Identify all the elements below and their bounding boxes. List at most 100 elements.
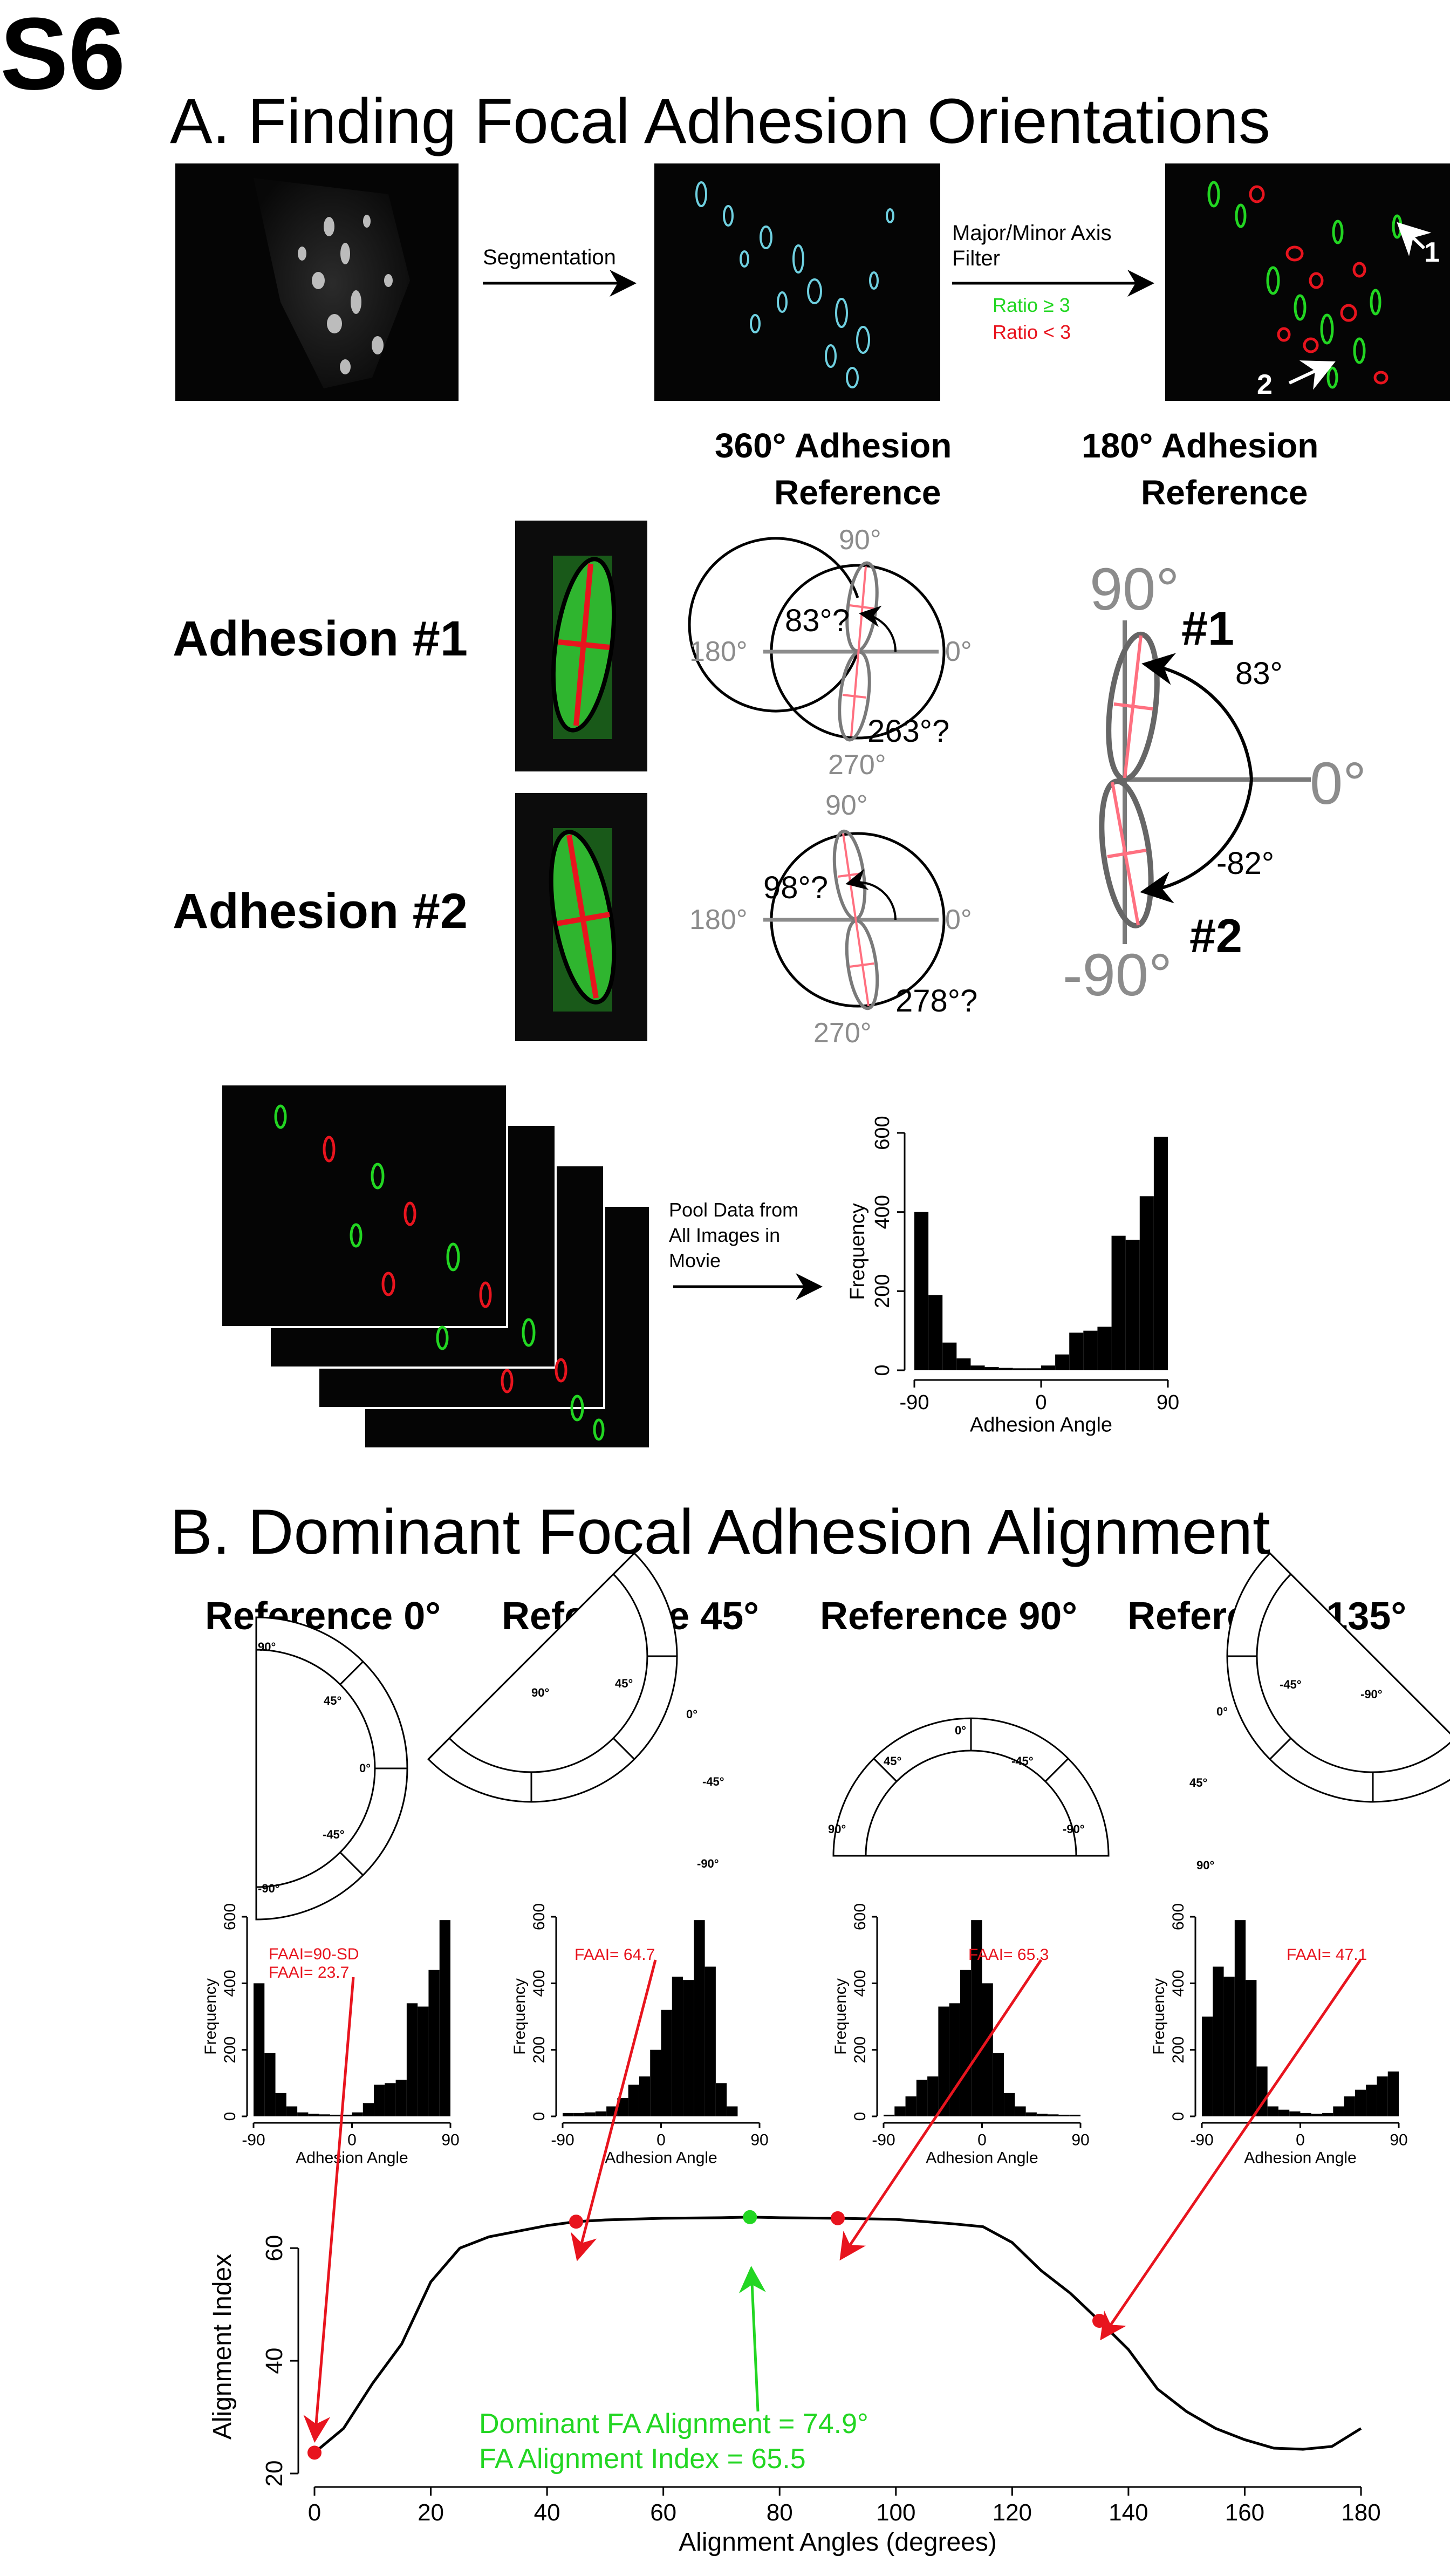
prot45-tick-m90: -90° [697,1857,719,1870]
histogram-bar [1036,2114,1048,2116]
histogram-bar [672,1977,683,2116]
prot90-tick-90: 90° [828,1822,846,1836]
dominant-alignment-point [743,2210,757,2224]
histogram-bar [727,2106,738,2116]
x-tick-label: 120 [993,2499,1032,2526]
polar2-deg90: 90° [825,790,868,821]
histogram-bar [905,2096,916,2116]
filter-label-line2: Filter [952,247,1000,270]
histogram-bar [1311,2114,1323,2116]
x-axis-label: Adhesion Angle [970,1414,1112,1437]
histogram-bar [428,1970,440,2116]
histogram-bar [970,1365,985,1370]
histogram-reference-45: 0 200 400 600 -90 0 90 Adhesion Angle Frequency [511,1903,769,2167]
histogram-bar [1153,1137,1168,1370]
polar1-deg180: 180° [689,636,748,667]
faai-ref0: FAAI= 23.7 [269,1964,349,1981]
histogram-bar [960,1970,972,2116]
histogram-bar [275,2093,286,2116]
x-axis-label: Adhesion Angle [605,2149,717,2167]
filter-label-line1: Major/Minor Axis [952,221,1112,245]
prot0-tick-0: 0° [359,1761,371,1775]
prot45-tick-0: 0° [686,1707,697,1721]
polar-diagram-2 [763,829,946,1010]
polar2-angle-a: 98°? [763,870,828,905]
x-tick-label: -90 [900,1391,929,1414]
histogram-bar [683,1980,694,2116]
histogram-bar [1069,2114,1080,2116]
y-tick-label: 40 [261,2348,288,2374]
prot135-tick-m90: -90° [1360,1687,1383,1701]
protractor-reference-90 [832,1717,1110,1857]
pointer-arrow-ref90 [839,1959,1043,2261]
callout-1: 1 [1424,237,1440,268]
polar1-angle-b: 263°? [867,714,949,749]
x-axis-label: Adhesion Angle [1244,2149,1357,2167]
y-tick-label: 600 [221,1903,239,1930]
adhesion2-crop [515,793,647,1041]
histogram-bar [1278,2109,1290,2116]
x-tick-label: 20 [418,2499,444,2526]
x-tick-label: 0 [308,2499,321,2526]
raw-image [175,163,459,401]
polar2-deg0: 0° [945,904,972,935]
histogram-bar [1246,1980,1257,2116]
dominant-pointer-arrow [738,2266,766,2412]
y-tick-label: 200 [871,1274,894,1308]
histogram-bar [352,2112,363,2116]
histogram-bar [1058,2114,1070,2116]
protractor-45-labels: 90° 45° 0° -45° -90° [531,1677,724,1870]
y-tick-label: 200 [530,2037,548,2063]
histogram-bar [1300,2113,1311,2116]
y-tick-label: 0 [530,2112,548,2121]
pool-label-line2: All Images in [669,1224,780,1246]
protractor-90-labels: 90° 45° 0° -45° -90° [828,1724,1085,1836]
histogram-bar [319,2114,330,2116]
histogram-bar [308,2114,319,2116]
histogram-bar [884,2114,895,2116]
protractor-inner [865,1750,1077,1857]
ref180-angle2: -82° [1216,846,1274,881]
y-axis-label: Frequency [832,1978,850,2055]
histogram-bar [1015,2106,1026,2116]
x-tick-label: -90 [551,2131,574,2149]
protractor-tick [339,1661,364,1685]
prot135-tick-m45: -45° [1280,1678,1302,1691]
ref180-deg90: 90° [1090,556,1179,623]
pointer-arrow-ref0 [303,1977,355,2443]
reference-90-title: Reference 90° [820,1595,1077,1638]
ref180-degm90: -90° [1063,942,1172,1008]
reference-point [307,2445,322,2460]
histogram-bar [1111,1235,1126,1370]
segmented-image [654,163,940,401]
prot45-tick-90: 90° [531,1686,549,1699]
x-tick-label: 80 [767,2499,793,2526]
reference-0-title: Reference 0° [205,1595,441,1638]
histogram-bar [418,2006,429,2116]
protractor-135-labels: 90° 45° 0° -45° -90° [1189,1678,1383,1872]
faai-note-ref0: FAAI=90-SD [269,1945,359,1963]
protractor-0-labels: 90° 45° 0° -45° -90° [258,1640,371,1895]
protractor-inner [255,1649,376,1888]
reference-point [1092,2313,1106,2328]
y-tick-label: 0 [221,2112,239,2121]
y-tick-label: 600 [851,1903,869,1930]
ref180-tag2: #2 [1189,909,1242,962]
prot135-tick-90: 90° [1196,1858,1214,1872]
y-axis-label: Frequency [846,1203,869,1300]
histogram-bar [928,1295,943,1370]
histogram-bar [1069,1333,1084,1370]
prot90-tick-45: 45° [884,1754,901,1768]
protractor-tick [1044,1758,1069,1782]
prot0-tick-m45: -45° [323,1828,345,1841]
y-tick-label: 200 [1169,2037,1187,2063]
histogram-bar [1387,2071,1399,2116]
histogram-bar [694,1920,705,2116]
histogram-bar [894,2106,906,2116]
x-tick-label: 90 [1071,2131,1089,2149]
histogram-bar [330,2114,341,2116]
histogram-pooled: 0 200 400 600 -90 0 90 Adhesion Angle Frequency [846,1116,1179,1436]
histogram-bar [927,2076,939,2116]
histogram-bar [949,2003,960,2116]
reference-point [831,2211,845,2225]
